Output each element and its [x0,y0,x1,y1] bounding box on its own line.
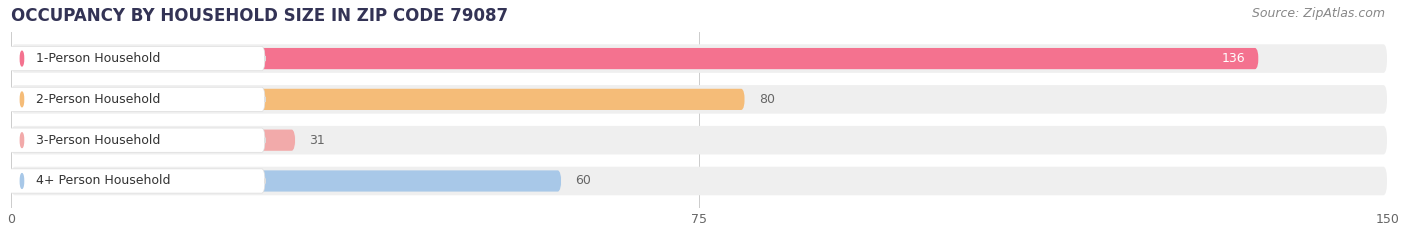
FancyBboxPatch shape [11,89,745,110]
Circle shape [20,92,24,107]
Text: 4+ Person Household: 4+ Person Household [35,175,170,188]
Text: 3-Person Household: 3-Person Household [35,134,160,147]
Text: 31: 31 [309,134,325,147]
FancyBboxPatch shape [11,167,1388,195]
Text: OCCUPANCY BY HOUSEHOLD SIZE IN ZIP CODE 79087: OCCUPANCY BY HOUSEHOLD SIZE IN ZIP CODE … [11,7,508,25]
Text: 60: 60 [575,175,591,188]
Circle shape [20,133,24,147]
FancyBboxPatch shape [8,87,266,112]
Text: Source: ZipAtlas.com: Source: ZipAtlas.com [1251,7,1385,20]
Text: 2-Person Household: 2-Person Household [35,93,160,106]
Circle shape [20,174,24,188]
FancyBboxPatch shape [8,169,266,193]
FancyBboxPatch shape [8,128,266,152]
FancyBboxPatch shape [11,170,561,192]
FancyBboxPatch shape [11,130,295,151]
FancyBboxPatch shape [11,44,1388,73]
Circle shape [20,51,24,66]
Text: 1-Person Household: 1-Person Household [35,52,160,65]
Text: 80: 80 [759,93,775,106]
FancyBboxPatch shape [11,85,1388,114]
FancyBboxPatch shape [8,46,266,71]
FancyBboxPatch shape [11,48,1258,69]
FancyBboxPatch shape [11,126,1388,154]
Text: 136: 136 [1222,52,1244,65]
